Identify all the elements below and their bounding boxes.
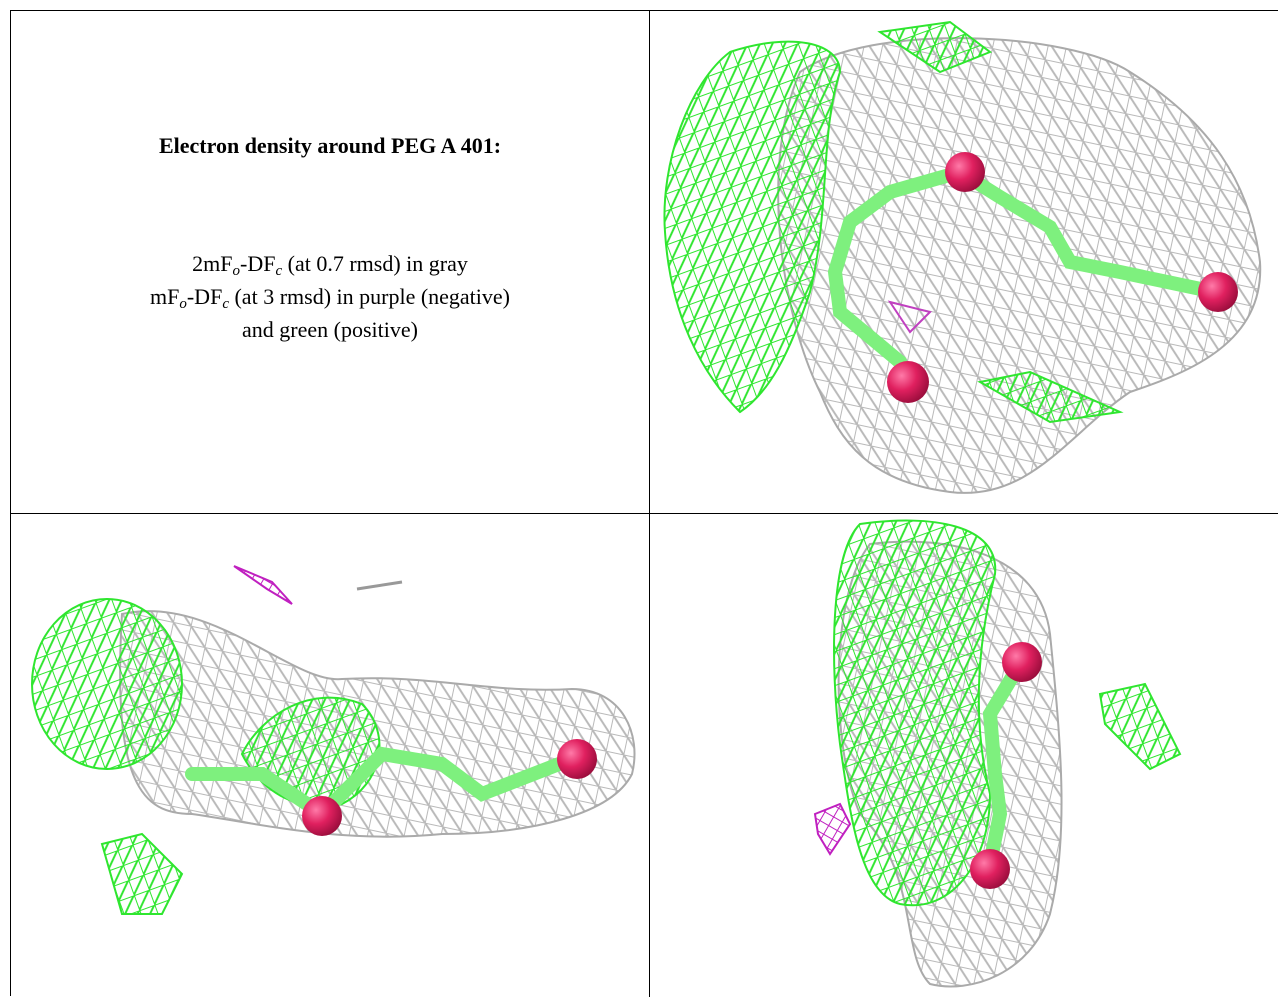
caption-line: and green (positive) [11,313,649,346]
caption-text: (at 3 rmsd) in purple (negative) [229,284,510,309]
gray-mesh [120,611,634,837]
purple-mesh [815,804,850,854]
caption-line: mFo-DFc (at 3 rmsd) in purple (negative) [11,280,649,313]
gray-mesh [357,582,402,589]
caption-line: 2mFo-DFc (at 0.7 rmsd) in gray [11,247,649,280]
caption-text: -DF [187,284,222,309]
caption: Electron density around PEG A 401: 2mFo-… [11,11,649,513]
caption-title: Electron density around PEG A 401: [11,133,649,159]
page: Electron density around PEG A 401: 2mFo-… [0,0,1278,996]
figure-grid: Electron density around PEG A 401: 2mFo-… [10,10,1278,996]
green-mesh [834,521,995,906]
subscript: o [179,296,187,312]
caption-text: mF [150,284,179,309]
gray-mesh [778,38,1260,493]
oxygen-atom [970,849,1010,889]
caption-text: (at 0.7 rmsd) in gray [282,251,468,276]
oxygen-atom [557,739,597,779]
green-mesh [1100,684,1180,769]
density-view [650,12,1278,512]
oxygen-atom [887,361,929,403]
density-view [12,514,648,996]
green-mesh [32,599,182,769]
oxygen-atom [302,796,342,836]
oxygen-atom [945,152,985,192]
caption-text: and green (positive) [242,317,418,342]
green-mesh [102,834,182,914]
oxygen-atom [1002,642,1042,682]
caption-text: 2mF [192,251,232,276]
density-view [650,514,1278,996]
subscript: o [233,263,241,279]
caption-text: -DF [240,251,275,276]
oxygen-atom [1198,272,1238,312]
subscript: c [222,296,229,312]
purple-mesh [234,566,292,604]
